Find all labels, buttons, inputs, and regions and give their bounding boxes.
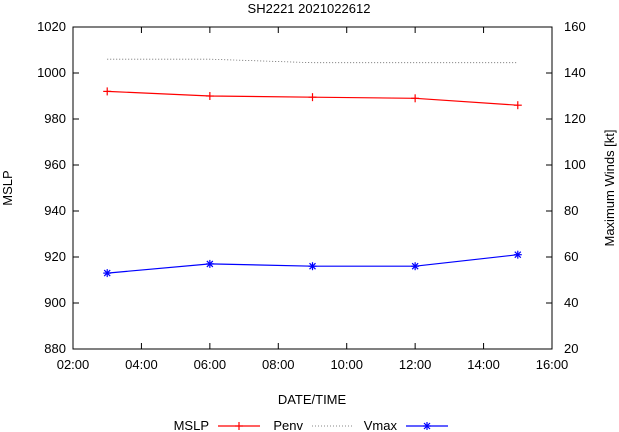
y-axis-right: 20 40 60 80 100 120 140 160	[546, 19, 586, 356]
data-point-mslp	[308, 93, 317, 102]
y-right-tick-label: 140	[564, 65, 586, 80]
data-point-mslp	[205, 92, 214, 100]
y-left-tick-label: 1020	[37, 19, 66, 34]
chart-title: SH2221 2021022612	[248, 1, 371, 16]
series-layer	[103, 58, 522, 278]
y-left-tick-label: 880	[44, 341, 66, 356]
x-tick-label: 12:00	[399, 357, 432, 372]
data-point-vmax	[411, 262, 420, 271]
y-left-tick-label: 1000	[37, 65, 66, 80]
y-right-tick-label: 160	[564, 19, 586, 34]
y-left-tick-label: 940	[44, 203, 66, 218]
plot-area	[72, 26, 553, 350]
y-axis-left-label: MSLP	[0, 170, 15, 205]
data-point-mslp	[513, 101, 522, 110]
legend: MSLP Penv Vmax	[174, 418, 448, 432]
y-right-tick-label: 120	[564, 111, 586, 126]
data-point-vmax	[205, 259, 214, 268]
x-tick-label: 04:00	[125, 357, 158, 372]
x-tick-label: 16:00	[536, 357, 569, 372]
y-right-tick-label: 20	[564, 341, 578, 356]
x-tick-label: 06:00	[194, 357, 227, 372]
y-left-tick-label: 960	[44, 157, 66, 172]
data-point-vmax	[103, 269, 112, 278]
x-tick-label: 08:00	[262, 357, 295, 372]
y-right-tick-label: 40	[564, 295, 578, 310]
y-left-tick-label: 920	[44, 249, 66, 264]
data-point-vmax	[308, 262, 317, 271]
y-axis-left: 880 900 920 940 960 980 1000 1020	[37, 19, 79, 356]
data-point-mslp	[411, 94, 420, 103]
data-point-vmax	[513, 250, 522, 259]
y-axis-right-label: Maximum Winds [kt]	[602, 129, 617, 246]
y-right-tick-label: 60	[564, 249, 578, 264]
y-right-tick-label: 80	[564, 203, 578, 218]
data-point-mslp	[103, 87, 112, 96]
x-axis: 02:00 04:00 06:00 08:00 10:00 12:00 14:00 16:00	[57, 27, 569, 372]
legend-marker-vmax	[423, 422, 431, 430]
legend-label-vmax: Vmax	[364, 418, 398, 432]
legend-marker-mslp	[235, 422, 243, 430]
legend-label-penv: Penv	[273, 418, 303, 432]
y-left-tick-label: 980	[44, 111, 66, 126]
legend-label-mslp: MSLP	[174, 418, 209, 432]
x-axis-label: DATE/TIME	[278, 392, 347, 407]
x-tick-label: 02:00	[57, 357, 90, 372]
y-left-tick-label: 900	[44, 295, 66, 310]
x-tick-label: 14:00	[467, 357, 500, 372]
y-right-tick-label: 100	[564, 157, 586, 172]
series-line-penv	[107, 58, 518, 64]
x-tick-label: 10:00	[330, 357, 363, 372]
